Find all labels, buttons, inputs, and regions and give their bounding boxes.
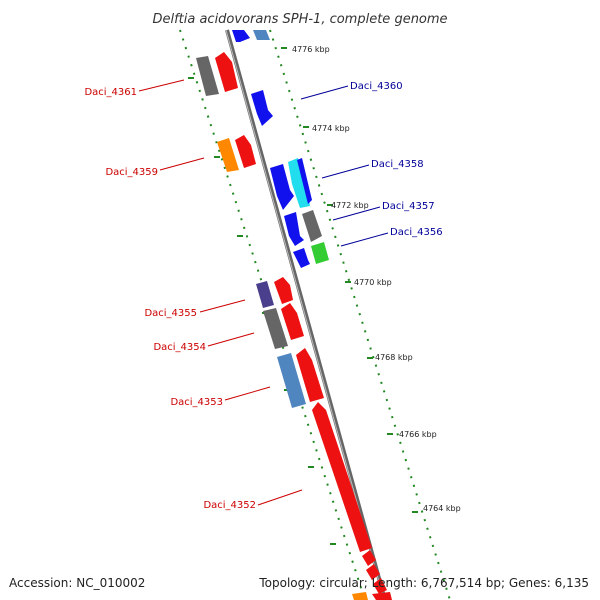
gene-block-red[interactable] xyxy=(372,592,392,600)
left-dotted-track xyxy=(179,29,366,600)
gene-label[interactable]: Daci_4358 xyxy=(371,159,424,170)
scale-ticks xyxy=(281,47,418,513)
gene-label[interactable]: Daci_4356 xyxy=(390,227,443,238)
tick-label: 4772 kbp xyxy=(331,201,369,210)
gene-block-gray[interactable] xyxy=(263,308,288,349)
right-labels: Daci_4360 Daci_4358 Daci_4357 Daci_4356 xyxy=(350,81,443,238)
gene-label[interactable]: Daci_4357 xyxy=(382,201,435,212)
tick-label: 4776 kbp xyxy=(292,45,330,54)
gene-blocks xyxy=(196,30,392,600)
gene-block-purple[interactable] xyxy=(256,281,274,308)
map-title: Delftia acidovorans SPH-1, complete geno… xyxy=(152,12,447,27)
gene-block-blue[interactable] xyxy=(297,158,312,204)
tick-label: 4774 kbp xyxy=(312,124,350,133)
gene-block-red[interactable] xyxy=(215,52,238,92)
topology-text: Topology: circular; Length: 6,767,514 bp… xyxy=(258,576,589,590)
gene-label[interactable]: Daci_4359 xyxy=(105,167,158,178)
tick-label: 4768 kbp xyxy=(375,353,413,362)
gene-block-red[interactable] xyxy=(366,564,380,580)
gene-block-red[interactable] xyxy=(281,303,304,340)
gene-block-steel[interactable] xyxy=(253,30,270,40)
gene-block-gray[interactable] xyxy=(196,56,219,96)
gene-block-red[interactable] xyxy=(373,578,387,594)
gene-label[interactable]: Daci_4354 xyxy=(153,342,206,353)
gene-block-blue[interactable] xyxy=(232,30,250,42)
gene-block-red[interactable] xyxy=(235,135,256,168)
gene-block-red[interactable] xyxy=(274,277,293,304)
gene-label[interactable]: Daci_4353 xyxy=(170,397,223,408)
gene-label[interactable]: Daci_4352 xyxy=(203,500,256,511)
gene-label[interactable]: Daci_4355 xyxy=(144,308,197,319)
gene-block-red[interactable] xyxy=(296,348,324,402)
gene-block-cyan[interactable] xyxy=(288,158,310,208)
label-leaders xyxy=(138,79,389,506)
gene-block-green[interactable] xyxy=(311,242,329,264)
genome-axis xyxy=(225,29,387,600)
gene-block-blue[interactable] xyxy=(251,90,273,126)
gene-block-red[interactable] xyxy=(312,402,372,552)
gene-label[interactable]: Daci_4360 xyxy=(350,81,403,92)
gene-block-blue[interactable] xyxy=(293,248,310,268)
gene-block-gray[interactable] xyxy=(302,210,322,242)
accession-text: Accession: NC_010002 xyxy=(9,576,145,590)
tick-label: 4764 kbp xyxy=(423,504,461,513)
tick-label: 4770 kbp xyxy=(354,278,392,287)
gene-block-blue[interactable] xyxy=(270,164,294,210)
tick-label: 4766 kbp xyxy=(399,430,437,439)
gene-block-red[interactable] xyxy=(362,550,376,566)
gene-block-orange[interactable] xyxy=(352,592,368,600)
gene-label[interactable]: Daci_4361 xyxy=(84,87,137,98)
left-track-ticks xyxy=(188,77,336,545)
gene-block-steel[interactable] xyxy=(277,353,306,408)
left-labels: Daci_4361 Daci_4359 Daci_4355 Daci_4354 … xyxy=(84,87,256,511)
gene-block-blue[interactable] xyxy=(284,212,304,246)
track-dots xyxy=(179,29,451,600)
right-dotted-track xyxy=(269,29,451,600)
gene-block-orange[interactable] xyxy=(217,138,239,172)
scale-labels: 4776 kbp 4774 kbp 4772 kbp 4770 kbp 4768… xyxy=(292,45,461,513)
